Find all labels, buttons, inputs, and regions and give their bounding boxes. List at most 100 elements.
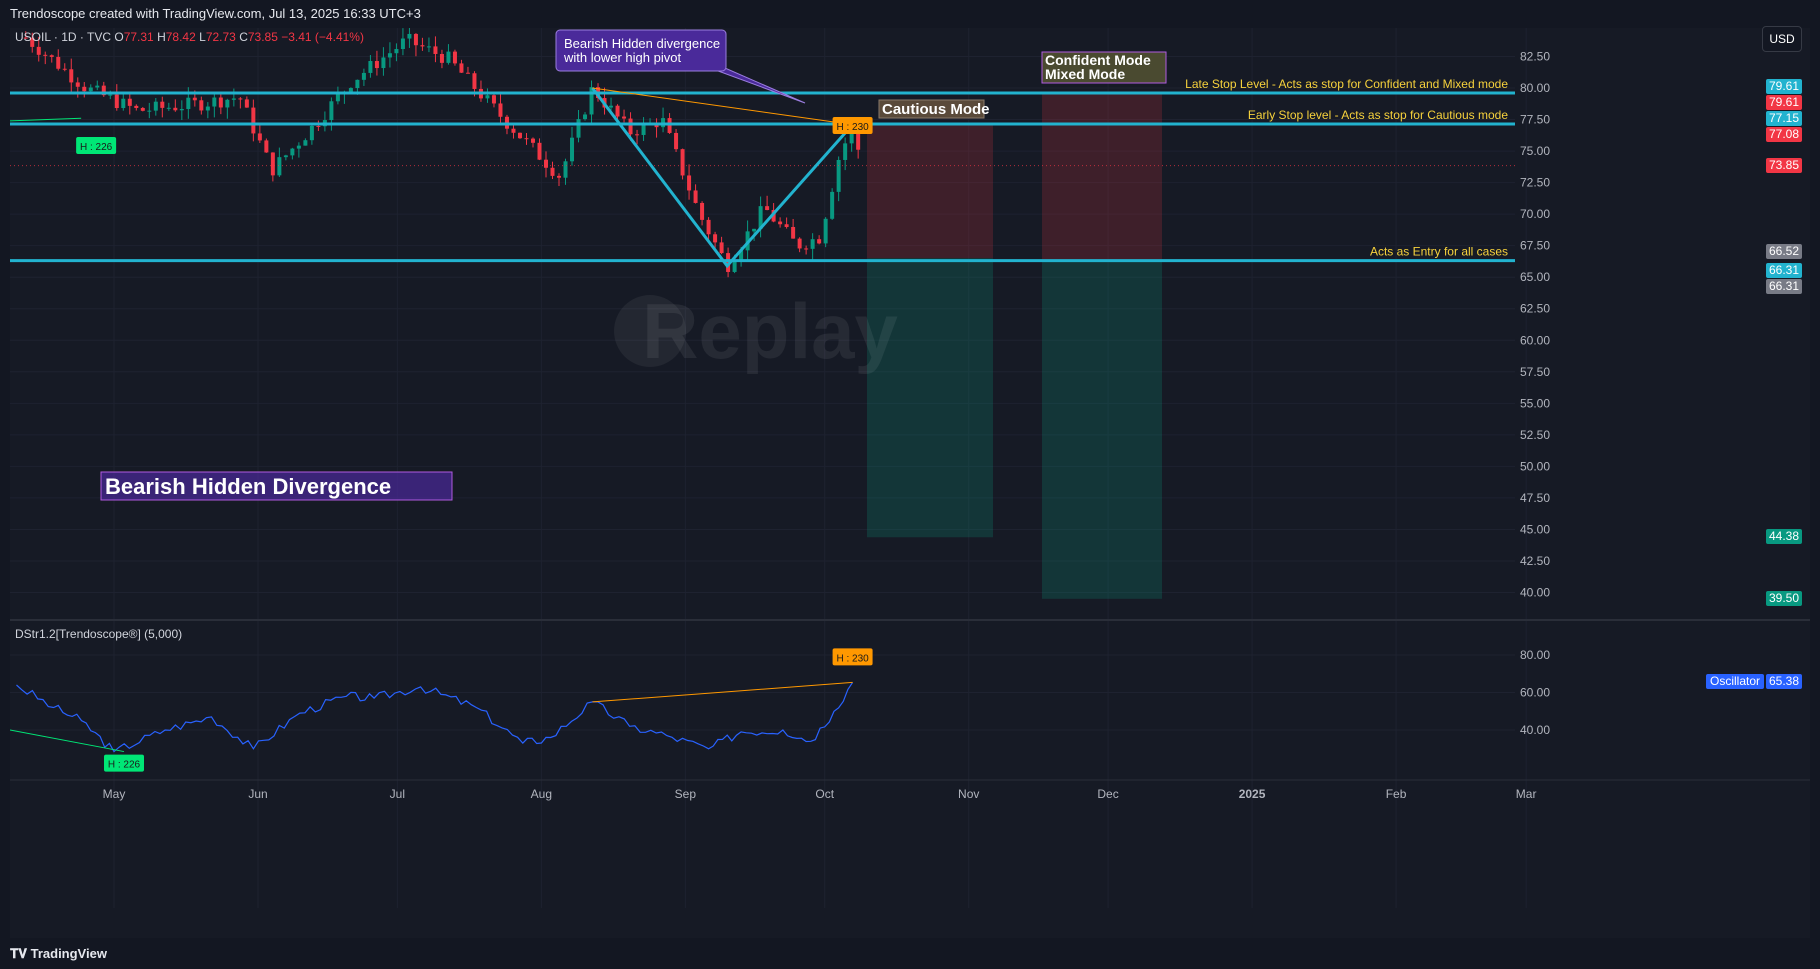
- oscillator-value-badge: 65.38: [1766, 674, 1802, 690]
- candle-body: [836, 159, 841, 192]
- legend-change: −3.41 (−4.41%): [281, 30, 364, 44]
- osc-green-line: [9, 729, 125, 753]
- price-axis-tick: 45.00: [1520, 522, 1550, 536]
- candle-body: [693, 190, 698, 203]
- indicator-title[interactable]: DStr1.2[Trendoscope®] (5,000): [15, 627, 183, 641]
- candle-body: [797, 238, 802, 249]
- candle-body: [713, 234, 718, 243]
- candle-body: [804, 248, 809, 250]
- chart-canvas[interactable]: 82.50 80.00 77.50 75.00 72.50 70.00 67.50 65.00…: [9, 26, 1810, 938]
- price-pivot-low-label-bg: [76, 137, 117, 154]
- candle-body: [387, 53, 392, 58]
- candle-body: [127, 98, 132, 106]
- price-axis-tick: 50.00: [1520, 459, 1550, 473]
- candle-body: [394, 49, 399, 54]
- tv-icon: 𝐓𝐕: [10, 946, 31, 961]
- chart-area[interactable]: 82.50 80.00 77.50 75.00 72.50 70.00 67.50 65.00…: [9, 26, 1810, 938]
- legend-low-label: L: [199, 30, 206, 44]
- candle-body: [270, 152, 275, 176]
- candle-body: [361, 72, 366, 80]
- oscillator-name-badge: Oscillator: [1705, 674, 1764, 690]
- attribution-bar: Trendoscope created with TradingView.com…: [0, 0, 1820, 28]
- time-axis-tick: Jul: [390, 787, 405, 801]
- candle-body: [511, 128, 516, 133]
- cautious-stop-zone: [867, 124, 993, 259]
- attribution-text: Trendoscope created with TradingView.com…: [10, 6, 421, 21]
- cautious-label-bg: [878, 99, 985, 119]
- cautious-label: Cautious Mode: [882, 101, 990, 118]
- price-axis-tick: 62.50: [1520, 302, 1550, 316]
- price-green-line: [9, 117, 82, 122]
- confident-label: Confident Mode: [1045, 52, 1151, 68]
- candle-body: [583, 114, 588, 120]
- confident-label-bg: [1041, 51, 1167, 84]
- candle-body: [706, 219, 711, 235]
- price-tag: 66.31: [1766, 262, 1802, 278]
- candle-body: [628, 118, 633, 135]
- candle-body: [752, 228, 757, 232]
- candle-body: [563, 161, 568, 178]
- candle-body: [550, 167, 555, 176]
- candle-body: [622, 116, 627, 119]
- candle-body: [303, 140, 308, 146]
- pattern-zigzag: [591, 87, 854, 269]
- candle-body: [472, 73, 477, 89]
- ohlc-legend[interactable]: USOIL · 1D · TVC O77.31 H78.42 L72.73 C7…: [15, 30, 364, 44]
- candle-body: [147, 110, 152, 112]
- candle-body: [49, 55, 54, 57]
- candle-body: [335, 93, 340, 102]
- candle-body: [82, 86, 87, 92]
- candle-body: [296, 145, 301, 149]
- price-axis-tick: 52.50: [1520, 428, 1550, 442]
- price-pivot-low-label: H : 226: [80, 142, 113, 153]
- candle-body: [557, 175, 562, 178]
- candle-body: [88, 87, 93, 92]
- price-tag: 66.31: [1766, 278, 1802, 294]
- candle-body: [843, 143, 848, 160]
- replay-icon: [614, 295, 686, 367]
- candle-body: [23, 37, 28, 39]
- currency-button[interactable]: USD: [1762, 26, 1802, 52]
- candle-body: [225, 99, 230, 108]
- candle-body: [856, 124, 861, 150]
- price-axis-tick: 40.00: [1520, 586, 1550, 600]
- price-axis-tick: 42.50: [1520, 554, 1550, 568]
- time-axis-tick: Oct: [815, 787, 834, 801]
- candle-body: [62, 68, 67, 70]
- price-tag: 44.38: [1766, 529, 1802, 545]
- osc-axis-tick: 80.00: [1520, 648, 1550, 662]
- time-axis-tick: May: [103, 787, 126, 801]
- callout-line-1: Bearish Hidden divergence: [564, 36, 720, 51]
- candle-body: [309, 125, 314, 141]
- legend-high: 78.42: [165, 30, 200, 44]
- candle-body: [192, 97, 197, 101]
- candle-body: [413, 33, 418, 46]
- price-tag: 66.52: [1766, 244, 1802, 260]
- price-axis-tick: 55.00: [1520, 396, 1550, 410]
- candle-body: [30, 37, 35, 47]
- candle-body: [426, 46, 431, 48]
- candle-body: [491, 95, 496, 104]
- price-tag: 77.15: [1766, 110, 1802, 126]
- callout-pointer: [709, 67, 806, 104]
- price-divergence-line: [592, 87, 853, 126]
- candle-body: [524, 138, 529, 140]
- oscillator-line: [16, 682, 854, 753]
- legend-close: 73.85: [247, 30, 282, 44]
- candle-body: [400, 38, 405, 50]
- tradingview-logo[interactable]: 𝐓𝐕 TradingView: [10, 946, 107, 962]
- candle-body: [758, 206, 763, 229]
- osc-pivot-high-label: H : 230: [836, 653, 869, 664]
- time-axis-tick: Feb: [1386, 787, 1407, 801]
- candles: [23, 26, 861, 278]
- candle-body: [75, 82, 80, 87]
- candle-body: [264, 140, 269, 153]
- candle-body: [36, 46, 41, 55]
- candle-body: [205, 106, 210, 111]
- candle-body: [700, 202, 705, 220]
- candle-body: [498, 103, 503, 117]
- legend-open-label: O: [114, 30, 124, 44]
- time-axis-tick: 2025: [1239, 787, 1266, 801]
- early-stop-annotation: Early Stop level - Acts as stop for Caut…: [1248, 108, 1508, 122]
- time-axis-tick: Aug: [531, 787, 552, 801]
